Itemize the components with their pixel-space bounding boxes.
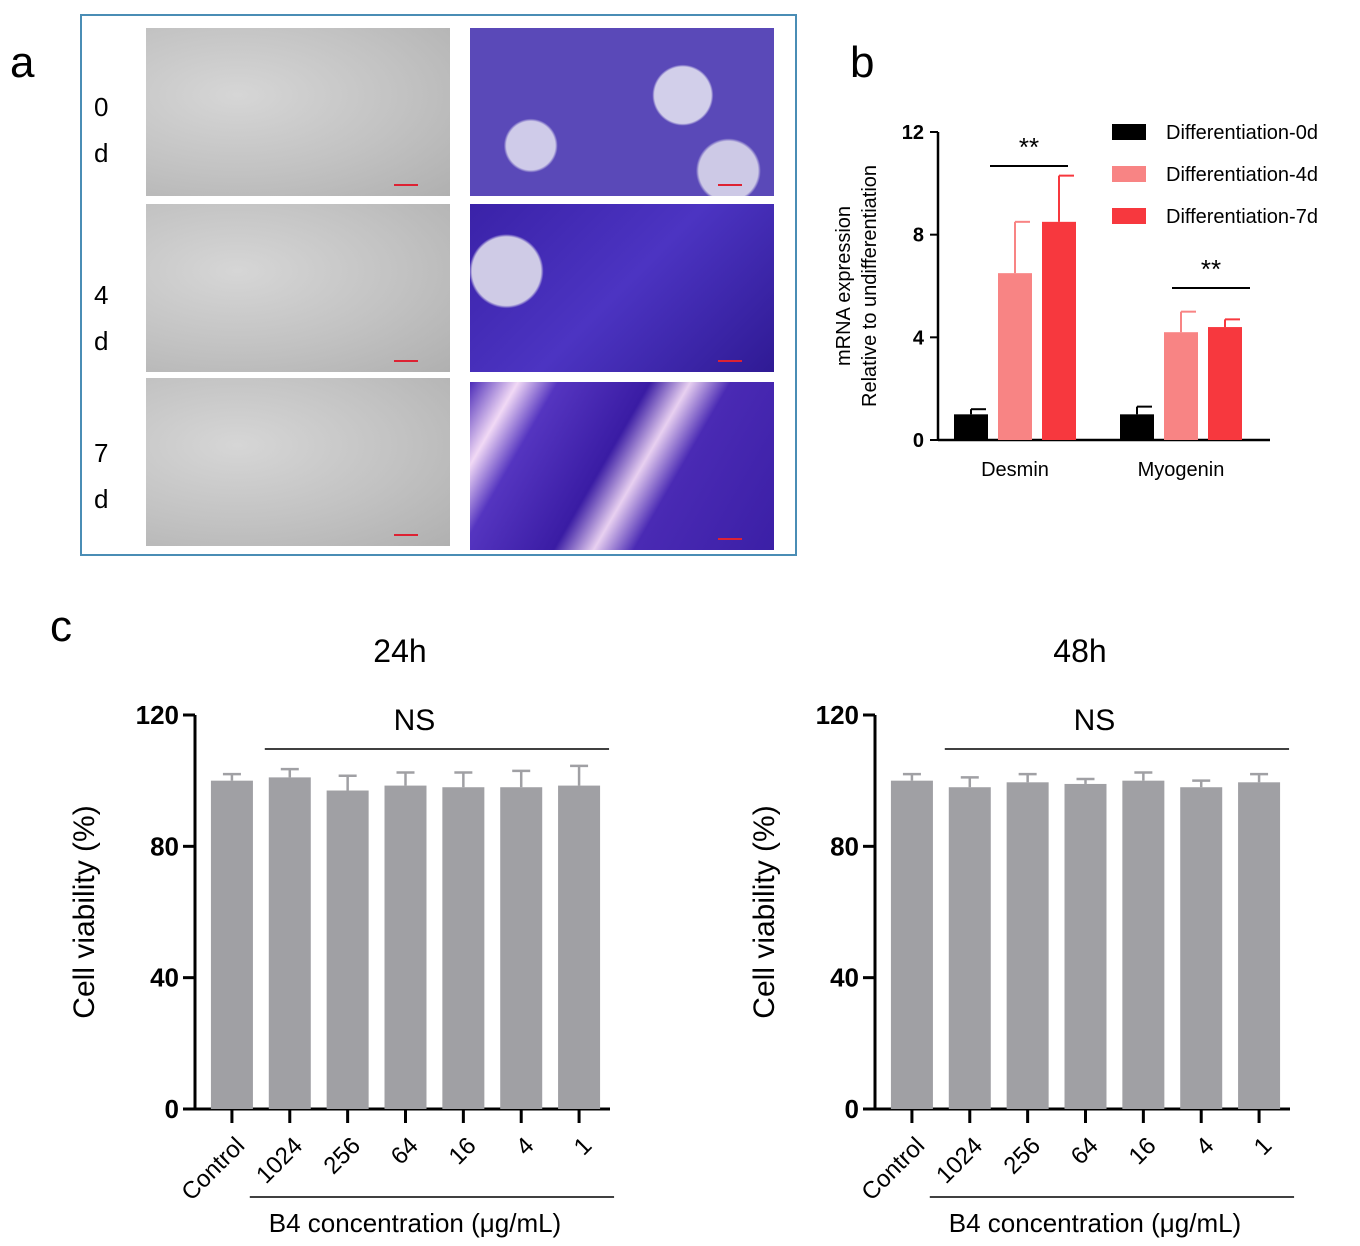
x-tick-label: 256 (318, 1132, 365, 1179)
x-axis-label: B4 concentration (μg/mL) (269, 1208, 561, 1238)
x-tick-label: 16 (1124, 1132, 1162, 1170)
scale-bar (718, 184, 742, 186)
x-tick-label: 64 (1066, 1132, 1104, 1170)
y-tick-label: 80 (830, 831, 859, 861)
y-axis-label: mRNA expression (833, 206, 855, 366)
significance-label: ** (1019, 132, 1039, 162)
y-tick-label: 8 (913, 225, 924, 247)
scale-bar (394, 184, 418, 186)
stained-image-4d (470, 204, 774, 372)
bar (1180, 787, 1223, 1109)
bar (1042, 221, 1076, 440)
y-tick-label: 0 (913, 430, 924, 452)
x-tick-label: 256 (998, 1132, 1045, 1179)
bar (1064, 783, 1107, 1109)
panel-letter-b: b (850, 38, 875, 87)
y-axis-label: Cell viability (%) (748, 805, 781, 1018)
significance-label: NS (394, 704, 436, 737)
brightfield-image-4d (146, 204, 450, 372)
bar (210, 780, 253, 1109)
day-value: 7 (94, 438, 109, 468)
day-label-0: 0 d (94, 84, 124, 176)
y-tick-label: 120 (816, 700, 859, 730)
legend-label: Differentiation-0d (1166, 122, 1318, 144)
y-tick-label: 12 (902, 122, 924, 144)
day-value: 4 (94, 280, 109, 310)
day-label-4: 4 d (94, 272, 124, 364)
bar (1122, 780, 1165, 1109)
micrograph-panel: 0 d 4 d 7 d (80, 14, 797, 556)
bar (1006, 782, 1049, 1109)
x-tick-label: Control (176, 1132, 250, 1206)
y-tick-label: 0 (165, 1094, 179, 1124)
y-tick-label: 40 (150, 963, 179, 993)
stained-image-7d (470, 382, 774, 550)
bar (954, 414, 988, 440)
scale-bar (718, 538, 742, 540)
x-tick-label: 16 (444, 1132, 482, 1170)
chart-title: 24h (373, 633, 426, 669)
y-axis-label: Relative to undifferentiation (859, 165, 881, 407)
y-tick-label: 120 (136, 700, 179, 730)
bar (890, 780, 933, 1109)
x-tick-label: Control (856, 1132, 930, 1206)
bar (384, 785, 427, 1109)
y-tick-label: 0 (845, 1094, 859, 1124)
bar (998, 273, 1032, 440)
day-label-7: 7 d (94, 430, 124, 522)
brightfield-image-0d (146, 28, 450, 196)
day-unit: d (94, 138, 109, 168)
chart-title: 48h (1053, 633, 1106, 669)
scale-bar (718, 360, 742, 362)
x-tick-label: 1024 (251, 1132, 308, 1189)
x-axis-label: B4 concentration (μg/mL) (949, 1208, 1241, 1238)
scale-bar (394, 360, 418, 362)
x-tick-label: 64 (386, 1132, 424, 1170)
brightfield-image-7d (146, 378, 450, 546)
y-tick-label: 4 (913, 327, 925, 349)
bar (268, 777, 311, 1109)
legend-label: Differentiation-4d (1166, 164, 1318, 186)
panel-letter-c: c (50, 602, 72, 651)
y-tick-label: 40 (830, 963, 859, 993)
day-unit: d (94, 484, 109, 514)
significance-label: NS (1074, 704, 1116, 737)
chart-viability-48h: 48h 0 40 80 120 Cell viability (%) Control 1024… (748, 633, 1295, 1238)
x-tick-label: 1 (1249, 1132, 1278, 1161)
y-tick-label: 80 (150, 831, 179, 861)
bar (1208, 327, 1242, 440)
day-unit: d (94, 326, 109, 356)
legend-swatch (1112, 124, 1146, 140)
bar (442, 787, 485, 1109)
bar (1120, 414, 1154, 440)
x-tick-label: 1024 (931, 1132, 988, 1189)
bar (558, 785, 601, 1109)
x-tick-label: 1 (569, 1132, 598, 1161)
bar (500, 787, 543, 1109)
day-value: 0 (94, 92, 109, 122)
y-axis-label: Cell viability (%) (68, 805, 101, 1018)
x-tick-label: 4 (1191, 1132, 1220, 1161)
x-tick-label: Desmin (981, 459, 1049, 481)
bar (326, 790, 369, 1109)
legend-label: Differentiation-7d (1166, 206, 1318, 228)
legend-swatch (1112, 166, 1146, 182)
panel-letter-a: a (10, 38, 35, 87)
chart-viability-24h: 24h 0 40 80 120 Cell viability (%) Control 1024… (68, 633, 615, 1238)
legend-swatch (1112, 208, 1146, 224)
x-tick-label: 4 (511, 1132, 540, 1161)
stained-image-0d (470, 28, 774, 196)
significance-label: ** (1201, 254, 1221, 284)
scale-bar (394, 534, 418, 536)
bar (1238, 782, 1281, 1109)
x-tick-label: Myogenin (1138, 459, 1225, 481)
bar (1164, 332, 1198, 440)
chart-mrna-expression: 0 4 8 12 mRNA expression Relative to undiffer… (833, 122, 1318, 481)
bar (948, 787, 991, 1109)
